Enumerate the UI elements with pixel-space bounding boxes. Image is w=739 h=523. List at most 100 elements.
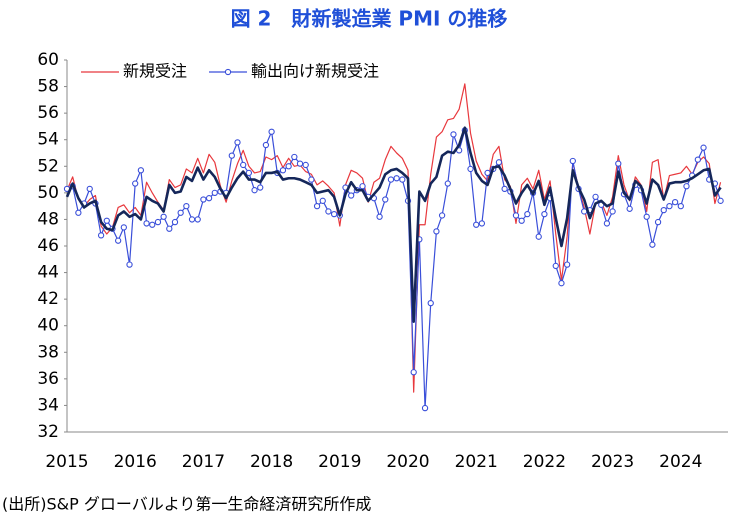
series-marker [330, 210, 338, 218]
y-tick-label: 50 [37, 183, 59, 203]
series-marker [228, 152, 235, 159]
series-marker [393, 175, 400, 182]
series-marker [257, 184, 264, 191]
series-marker [552, 262, 559, 270]
y-tick-label: 54 [37, 130, 59, 150]
x-tick-label: 2024 [659, 452, 702, 472]
series-marker [484, 169, 491, 177]
legend-label: 新規受注 [123, 62, 187, 81]
series-marker [592, 193, 599, 200]
series-marker [512, 212, 520, 219]
series-marker [433, 228, 440, 235]
series-marker [348, 192, 355, 199]
series-marker [177, 209, 184, 216]
series-marker [410, 369, 417, 376]
series-marker [325, 208, 332, 215]
series-marker [671, 199, 679, 206]
y-tick-label: 34 [37, 395, 59, 415]
y-tick-label: 52 [37, 156, 59, 176]
series-marker [427, 299, 434, 307]
series-marker [240, 161, 247, 169]
y-tick-label: 44 [37, 263, 59, 283]
x-tick-label: 2019 [318, 452, 361, 472]
series-marker [382, 196, 389, 203]
series-marker [609, 208, 616, 215]
series-marker [160, 213, 167, 220]
series-marker [103, 217, 110, 224]
series-marker [97, 232, 105, 239]
y-tick-label: 36 [37, 369, 59, 389]
series-marker [86, 185, 93, 193]
series-marker [541, 210, 548, 218]
series-marker [279, 167, 287, 174]
series-marker [563, 261, 571, 268]
series-marker [313, 202, 321, 210]
x-tick-label: 2015 [45, 452, 88, 472]
series-marker [302, 161, 309, 169]
series-marker [683, 183, 690, 190]
y-tick-label: 56 [37, 103, 59, 123]
series-marker [137, 167, 145, 174]
series-marker [649, 241, 656, 248]
y-tick-label: 48 [37, 209, 59, 229]
series-marker [149, 221, 156, 228]
series-marker [603, 220, 611, 227]
series-marker [205, 195, 213, 202]
series-marker [518, 217, 525, 224]
x-tick-label: 2016 [114, 452, 157, 472]
series-line [66, 83, 722, 393]
y-tick-label: 40 [37, 316, 59, 336]
x-tick-label: 2021 [455, 452, 498, 472]
series-marker [495, 159, 503, 166]
series-line [66, 129, 722, 409]
series-marker [535, 233, 542, 240]
source-note: (出所)S&P グローバルより第一生命経済研究所作成 [2, 495, 371, 514]
x-tick-label: 2020 [386, 452, 429, 472]
series-marker [694, 156, 701, 163]
legend-label: 輸出向け新規受注 [251, 62, 379, 81]
series-marker [376, 213, 383, 220]
series-marker [291, 153, 298, 161]
series-marker [268, 128, 275, 135]
series-marker [421, 404, 429, 412]
series-marker [359, 183, 366, 190]
series-marker [194, 216, 201, 223]
series-marker [677, 202, 684, 210]
series-marker [234, 139, 241, 146]
series-marker [438, 212, 446, 219]
series-marker [654, 218, 662, 226]
series-marker [115, 237, 122, 244]
series-marker [126, 261, 133, 268]
series-marker [399, 176, 406, 183]
series-marker [700, 144, 707, 151]
series-marker [444, 180, 451, 187]
series-marker [501, 185, 508, 193]
x-tick-label: 2023 [591, 452, 634, 472]
y-tick-label: 32 [37, 422, 59, 442]
y-tick-label: 60 [37, 50, 59, 70]
series-marker [132, 180, 139, 187]
series-marker [154, 218, 162, 226]
x-tick-label: 2018 [250, 452, 293, 472]
series-line [65, 126, 722, 324]
series-marker [387, 176, 395, 183]
series-marker [188, 216, 196, 223]
legend-marker [224, 68, 232, 76]
series-marker [120, 224, 127, 231]
series-marker [558, 280, 565, 287]
x-tick-label: 2022 [523, 452, 566, 472]
series-marker [262, 141, 270, 149]
series-marker [467, 165, 474, 173]
series-marker [626, 205, 633, 212]
series-marker [296, 160, 304, 167]
series-marker [615, 160, 622, 167]
series-marker [569, 157, 576, 165]
series-marker [171, 218, 179, 226]
series-marker [251, 187, 258, 194]
series-marker [666, 202, 673, 210]
y-tick-label: 38 [37, 342, 59, 362]
y-tick-label: 42 [37, 289, 59, 309]
y-tick-label: 46 [37, 236, 59, 256]
series-marker [717, 197, 724, 204]
